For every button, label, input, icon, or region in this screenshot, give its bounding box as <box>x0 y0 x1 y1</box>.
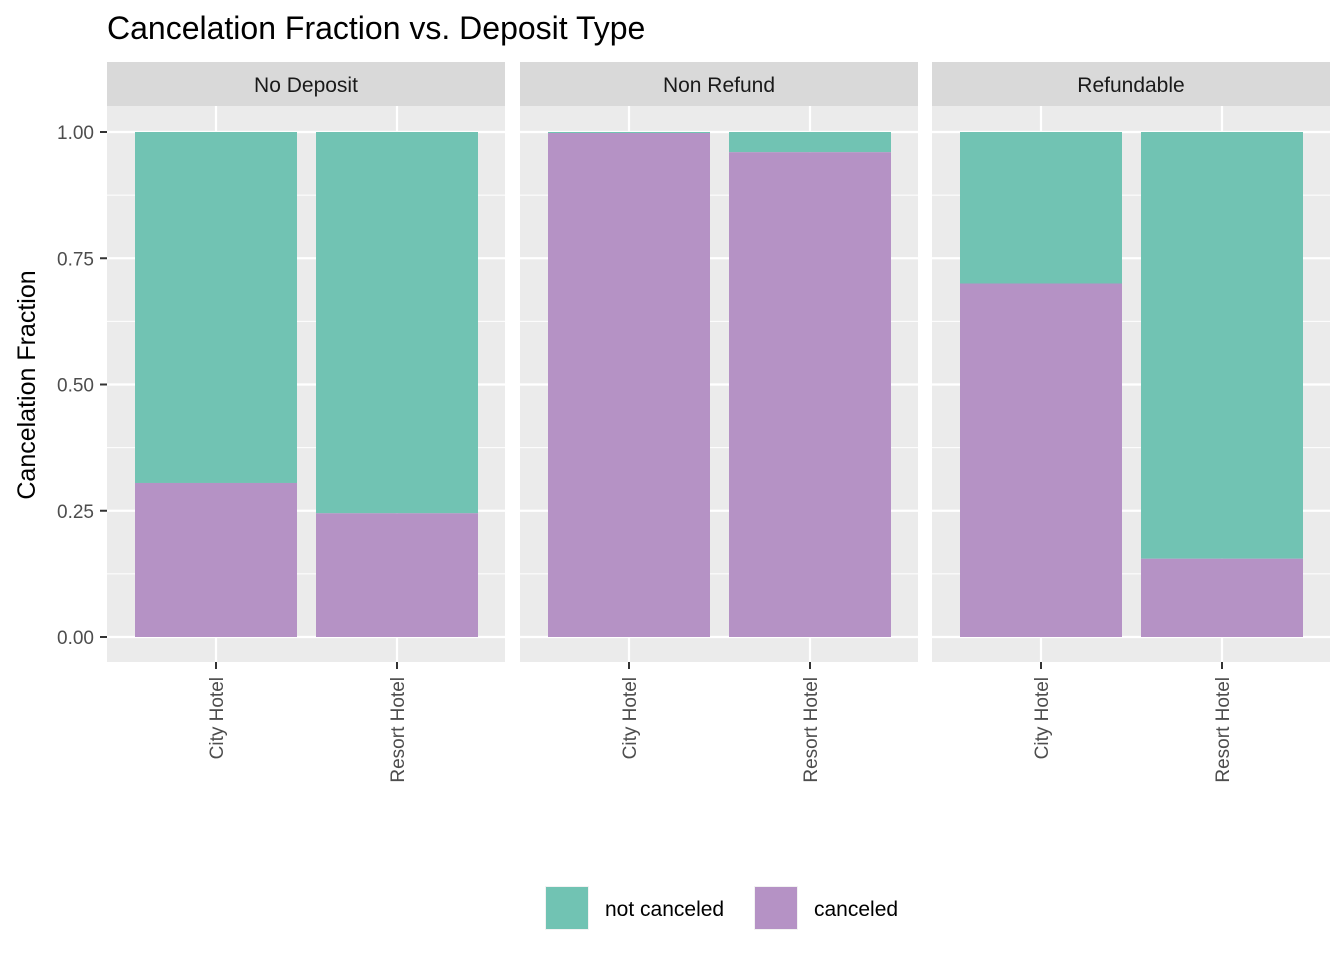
y-axis-title: Cancelation Fraction <box>13 270 41 499</box>
x-tick-label: Resort Hotel <box>388 677 409 783</box>
legend-label-canceled: canceled <box>814 898 898 921</box>
facet-strip-label: Refundable <box>1077 74 1184 97</box>
y-tick-label: 0.75 <box>57 249 94 270</box>
bar-refundable-resort-hotel-not-canceled <box>1141 132 1303 559</box>
facet-strip <box>932 62 1330 106</box>
bar-non-refund-city-hotel-not-canceled <box>548 132 710 134</box>
legend-swatch-canceled <box>755 887 797 929</box>
facet-refundable: Refundable City Hotel Resort Hotel <box>932 62 1330 783</box>
facet-no-deposit: No Deposit City Hotel Resort Hotel <box>107 62 505 783</box>
bar-refundable-city-hotel-canceled <box>960 283 1122 637</box>
x-tick-label: City Hotel <box>207 677 228 759</box>
legend-label-not-canceled: not canceled <box>605 898 724 921</box>
bar-non-refund-city-hotel-canceled <box>548 133 710 637</box>
legend: not canceled canceled <box>545 886 898 930</box>
x-tick-label: City Hotel <box>1032 677 1053 759</box>
bar-no-deposit-resort-hotel-not-canceled <box>316 132 478 514</box>
facet-strip-label: Non Refund <box>663 74 775 97</box>
bar-refundable-resort-hotel-canceled <box>1141 558 1303 637</box>
facet-strip <box>107 62 505 106</box>
y-tick-label: 0.25 <box>57 502 94 523</box>
bar-no-deposit-resort-hotel-canceled <box>316 513 478 637</box>
chart-title: Cancelation Fraction vs. Deposit Type <box>107 10 645 46</box>
x-tick-label: Resort Hotel <box>801 677 822 783</box>
y-axis: 0.00 0.25 0.50 0.75 1.00 <box>57 123 107 649</box>
facet-strip <box>520 62 918 106</box>
bar-non-refund-resort-hotel-canceled <box>729 152 891 637</box>
y-tick-label: 0.50 <box>57 376 94 397</box>
bar-refundable-city-hotel-not-canceled <box>960 132 1122 284</box>
bar-no-deposit-city-hotel-not-canceled <box>135 132 297 483</box>
facet-strip-label: No Deposit <box>254 74 358 97</box>
x-tick-label: Resort Hotel <box>1213 677 1234 783</box>
legend-swatch-not-canceled <box>546 887 588 929</box>
bar-non-refund-resort-hotel-not-canceled <box>729 132 891 153</box>
bar-no-deposit-city-hotel-canceled <box>135 482 297 637</box>
y-tick-label: 1.00 <box>57 123 94 144</box>
facet-non-refund: Non Refund City Hotel Resort Hotel <box>520 62 918 783</box>
x-tick-label: City Hotel <box>620 677 641 759</box>
y-tick-label: 0.00 <box>57 628 94 649</box>
